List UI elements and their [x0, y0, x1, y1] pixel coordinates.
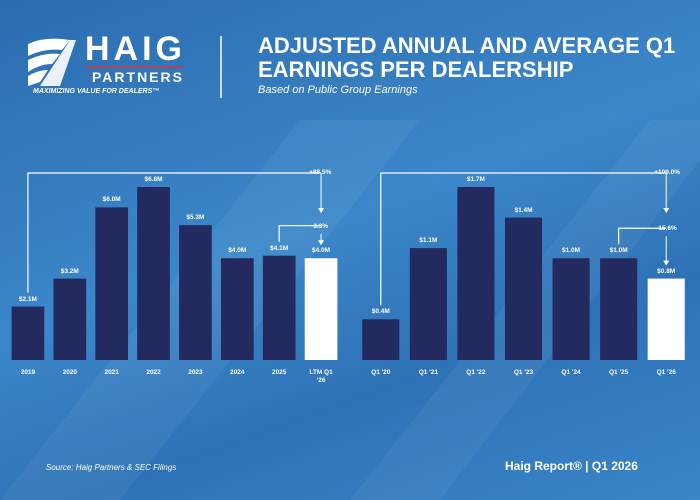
x-tick-label: Q1 '26: [656, 369, 676, 376]
value-label: $3.2M: [60, 267, 79, 275]
x-tick-label: 2024: [230, 369, 245, 376]
bar: [137, 187, 170, 360]
bar: [600, 258, 638, 360]
value-label: $4.1M: [270, 244, 289, 252]
annotation: -15.6%: [656, 225, 677, 233]
bar: [552, 258, 590, 360]
annotation: +109.0%: [654, 169, 681, 176]
brand-sub: PARTNERS: [92, 69, 184, 85]
bar: [53, 278, 87, 360]
report-label: Haig Report® | Q1 2026: [505, 459, 638, 473]
value-label: $4.0M: [312, 247, 331, 255]
annotation-bracket: [380, 172, 667, 306]
bar: [362, 319, 400, 360]
value-label: $6.8M: [144, 176, 163, 183]
value-label: $1.0M: [609, 247, 628, 255]
value-label: $1.0M: [562, 247, 581, 255]
annotation-arrowhead: [663, 260, 670, 266]
subtitle: Based on Public Group Earnings: [258, 84, 418, 96]
x-tick-label: 2022: [146, 369, 161, 376]
x-tick-label: Q1 '22: [466, 369, 486, 376]
value-label: $0.8M: [657, 267, 676, 275]
bar: [220, 258, 254, 360]
title: ADJUSTED ANNUAL AND AVERAGE Q1 EARNINGS …: [258, 33, 676, 82]
x-tick-label: Q1 '21: [418, 369, 438, 376]
brand: HAIG: [85, 30, 186, 68]
bar: [504, 217, 543, 360]
x-tick-label: Q1 '25: [609, 369, 629, 376]
x-tick-label: LTM Q1 '26: [309, 369, 333, 384]
value-label: $1.1M: [419, 237, 438, 245]
logo-mark: [28, 38, 76, 86]
annotation: -3.3%: [311, 222, 329, 230]
source: Source: Haig Partners & SEC Filings: [46, 463, 177, 472]
bar: [409, 248, 447, 360]
x-tick-label: Q1 '24: [561, 369, 581, 376]
x-tick-label: 2025: [271, 369, 287, 376]
annotation-arrowhead: [318, 208, 325, 213]
value-label: $1.4M: [514, 206, 533, 214]
value-label: $4.0M: [228, 247, 247, 255]
value-label: $2.1M: [18, 295, 37, 303]
annotation-arrowhead: [663, 208, 670, 213]
value-label: $0.4M: [371, 308, 390, 316]
value-label: $1.7M: [466, 176, 485, 183]
annotation: +88.5%: [309, 169, 332, 176]
value-label: $6.0M: [102, 196, 121, 204]
bar: [262, 255, 296, 360]
x-tick-label: 2023: [188, 369, 203, 376]
annotation-bracket: [278, 225, 322, 242]
annotation-bracket: [27, 172, 322, 293]
x-tick-label: Q1 '23: [513, 369, 534, 376]
bar: [457, 187, 495, 360]
x-tick-label: Q1 '20: [371, 369, 391, 376]
bar: [304, 258, 338, 360]
tagline: MAXIMIZING VALUE FOR DEALERS™: [33, 88, 160, 95]
annotation-arrowhead: [318, 240, 325, 246]
bar: [11, 306, 45, 360]
x-tick-label: 2021: [104, 369, 119, 376]
value-label: $5.3M: [186, 214, 205, 222]
bar: [95, 207, 129, 360]
x-tick-label: 2020: [62, 369, 78, 376]
x-tick-label: 2019: [20, 369, 36, 376]
bar: [647, 278, 685, 360]
annotation-bracket: [618, 227, 667, 245]
bar: [179, 225, 212, 360]
